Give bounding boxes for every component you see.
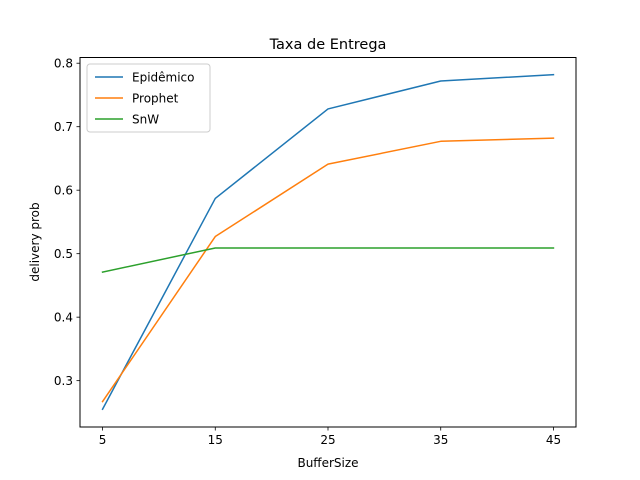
legend: Epidêmico Prophet SnW	[86, 63, 211, 133]
legend-label-1: Prophet	[132, 92, 179, 106]
y-tick-label: 0.6	[54, 183, 73, 197]
legend-label-2: SnW	[132, 113, 159, 127]
series-line-0	[101, 73, 555, 411]
y-tick-label: 0.3	[54, 374, 73, 388]
legend-label-0: Epidêmico	[132, 71, 195, 85]
x-axis-label: BufferSize	[297, 456, 358, 470]
chart-title: Taxa de Entrega	[269, 37, 387, 53]
y-tick-label: 0.4	[54, 310, 73, 324]
x-tick-label: 15	[208, 433, 223, 447]
plot-area-frame	[79, 57, 577, 428]
x-tick-label: 45	[546, 433, 561, 447]
legend-box	[86, 63, 211, 133]
series-line-1	[101, 137, 555, 403]
x-tick-label: 5	[99, 433, 107, 447]
x-tick-label: 35	[433, 433, 448, 447]
y-axis-label: delivery prob	[28, 202, 42, 281]
series-line-2	[101, 247, 555, 273]
y-tick-label: 0.7	[54, 120, 73, 134]
ticks-layer: 5 15 25 35 45 0.3 0.4 0.5 0.6 0.7 0.8	[54, 57, 561, 447]
y-tick-label: 0.5	[54, 247, 73, 261]
series-layer	[101, 73, 555, 411]
x-tick-label: 25	[320, 433, 335, 447]
y-tick-label: 0.8	[54, 57, 73, 71]
